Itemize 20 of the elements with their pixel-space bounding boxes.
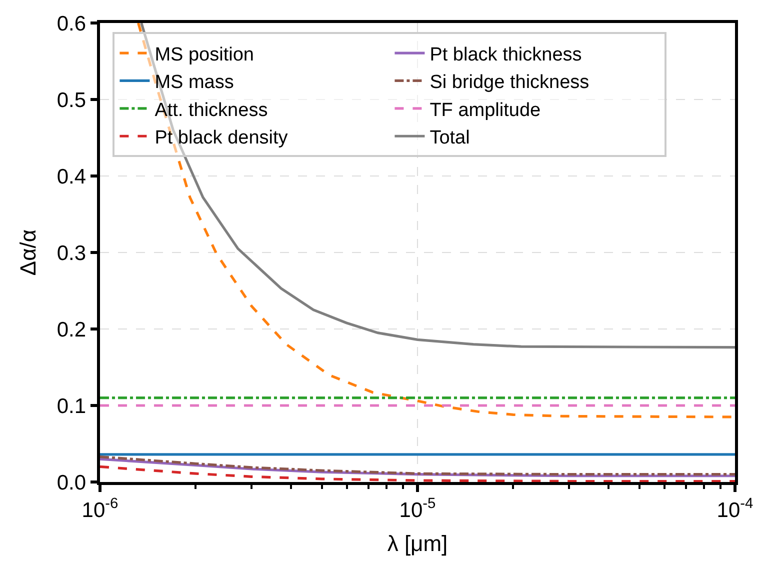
y-tick-label: 0.2	[56, 318, 86, 342]
legend-label: MS position	[154, 44, 254, 66]
y-tick-label: 0.1	[56, 394, 86, 418]
x-tick-label: 10$^{-4}$	[716, 496, 754, 522]
x-tick-label: 10$^{-5}$	[399, 496, 436, 522]
y-tick-label: 0.5	[56, 88, 86, 112]
legend-label: Total	[430, 128, 470, 149]
legend-label: TF amplitude	[430, 100, 541, 121]
y-tick-label: 0.6	[56, 12, 86, 36]
x-axis-title: λ [μm]	[387, 530, 448, 556]
legend-label: Att. thickness	[154, 100, 268, 121]
y-axis-title: Δα/α	[16, 229, 41, 276]
legend-label: MS mass	[154, 72, 234, 94]
y-tick-label: 0.4	[56, 165, 86, 188]
x-tick-label: 10$^{-6}$	[82, 496, 118, 522]
legend-label: Si bridge thickness	[430, 72, 590, 94]
y-tick-label: 0.0	[56, 471, 86, 494]
y-tick-label: 0.3	[56, 242, 86, 265]
legend-label: Pt black density	[154, 128, 288, 149]
legend-label: Pt black thickness	[430, 44, 582, 66]
